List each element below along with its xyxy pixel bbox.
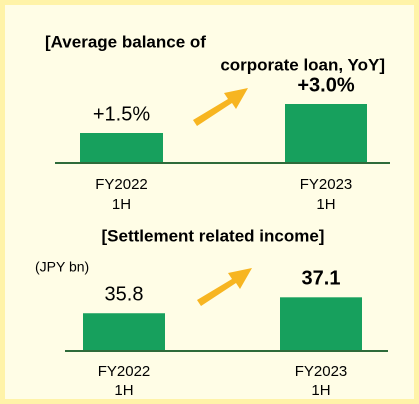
chart-title: [Settlement related income] (102, 226, 325, 245)
x-tick-label: FY2023 (295, 363, 348, 380)
x-tick-label: 1H (311, 382, 330, 399)
bar (285, 104, 367, 162)
x-tick-label: FY2022 (95, 176, 148, 193)
arrow (193, 88, 248, 126)
x-tick-label: FY2023 (300, 176, 353, 193)
x-tick-label: 1H (316, 196, 335, 213)
bar (280, 297, 362, 350)
bar (83, 313, 165, 350)
x-tick-label: 1H (112, 196, 131, 213)
value-label: 35.8 (105, 284, 144, 306)
value-label: 37.1 (302, 268, 341, 290)
chart-title: corporate loan, YoY] (220, 55, 385, 74)
bar (80, 133, 163, 162)
value-label: +1.5% (93, 103, 150, 125)
x-tick-label: FY2022 (98, 363, 151, 380)
value-label: +3.0% (297, 74, 354, 96)
x-tick-label: 1H (114, 382, 133, 399)
chart-title: [Average balance of (45, 32, 206, 51)
unit-label: (JPY bn) (35, 259, 89, 275)
arrow (197, 268, 252, 306)
